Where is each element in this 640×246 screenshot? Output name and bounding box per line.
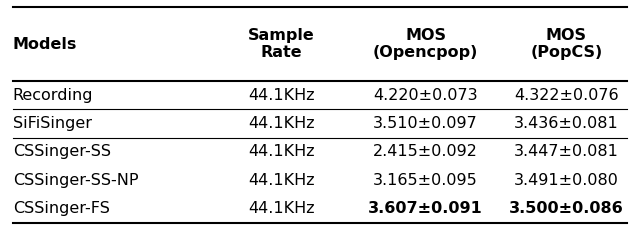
Text: Models: Models [13,37,77,52]
Text: 2.415±0.092: 2.415±0.092 [373,144,478,159]
Text: CSSinger-SS-NP: CSSinger-SS-NP [13,173,138,188]
Text: 3.510±0.097: 3.510±0.097 [373,116,478,131]
Text: Sample
Rate: Sample Rate [248,28,315,61]
Text: CSSinger-FS: CSSinger-FS [13,201,109,216]
Text: Recording: Recording [13,88,93,103]
Text: 3.607±0.091: 3.607±0.091 [368,201,483,216]
Text: 3.500±0.086: 3.500±0.086 [509,201,624,216]
Text: 44.1KHz: 44.1KHz [248,116,315,131]
Text: SiFiSinger: SiFiSinger [13,116,92,131]
Text: 4.220±0.073: 4.220±0.073 [373,88,478,103]
Text: 3.165±0.095: 3.165±0.095 [373,173,478,188]
Text: 44.1KHz: 44.1KHz [248,173,315,188]
Text: 44.1KHz: 44.1KHz [248,88,315,103]
Text: MOS
(Opencpop): MOS (Opencpop) [373,28,478,61]
Text: 3.447±0.081: 3.447±0.081 [514,144,619,159]
Text: CSSinger-SS: CSSinger-SS [13,144,111,159]
Text: 3.491±0.080: 3.491±0.080 [514,173,619,188]
Text: 44.1KHz: 44.1KHz [248,201,315,216]
Text: 44.1KHz: 44.1KHz [248,144,315,159]
Text: MOS
(PopCS): MOS (PopCS) [531,28,602,61]
Text: 3.436±0.081: 3.436±0.081 [514,116,619,131]
Text: 4.322±0.076: 4.322±0.076 [514,88,619,103]
